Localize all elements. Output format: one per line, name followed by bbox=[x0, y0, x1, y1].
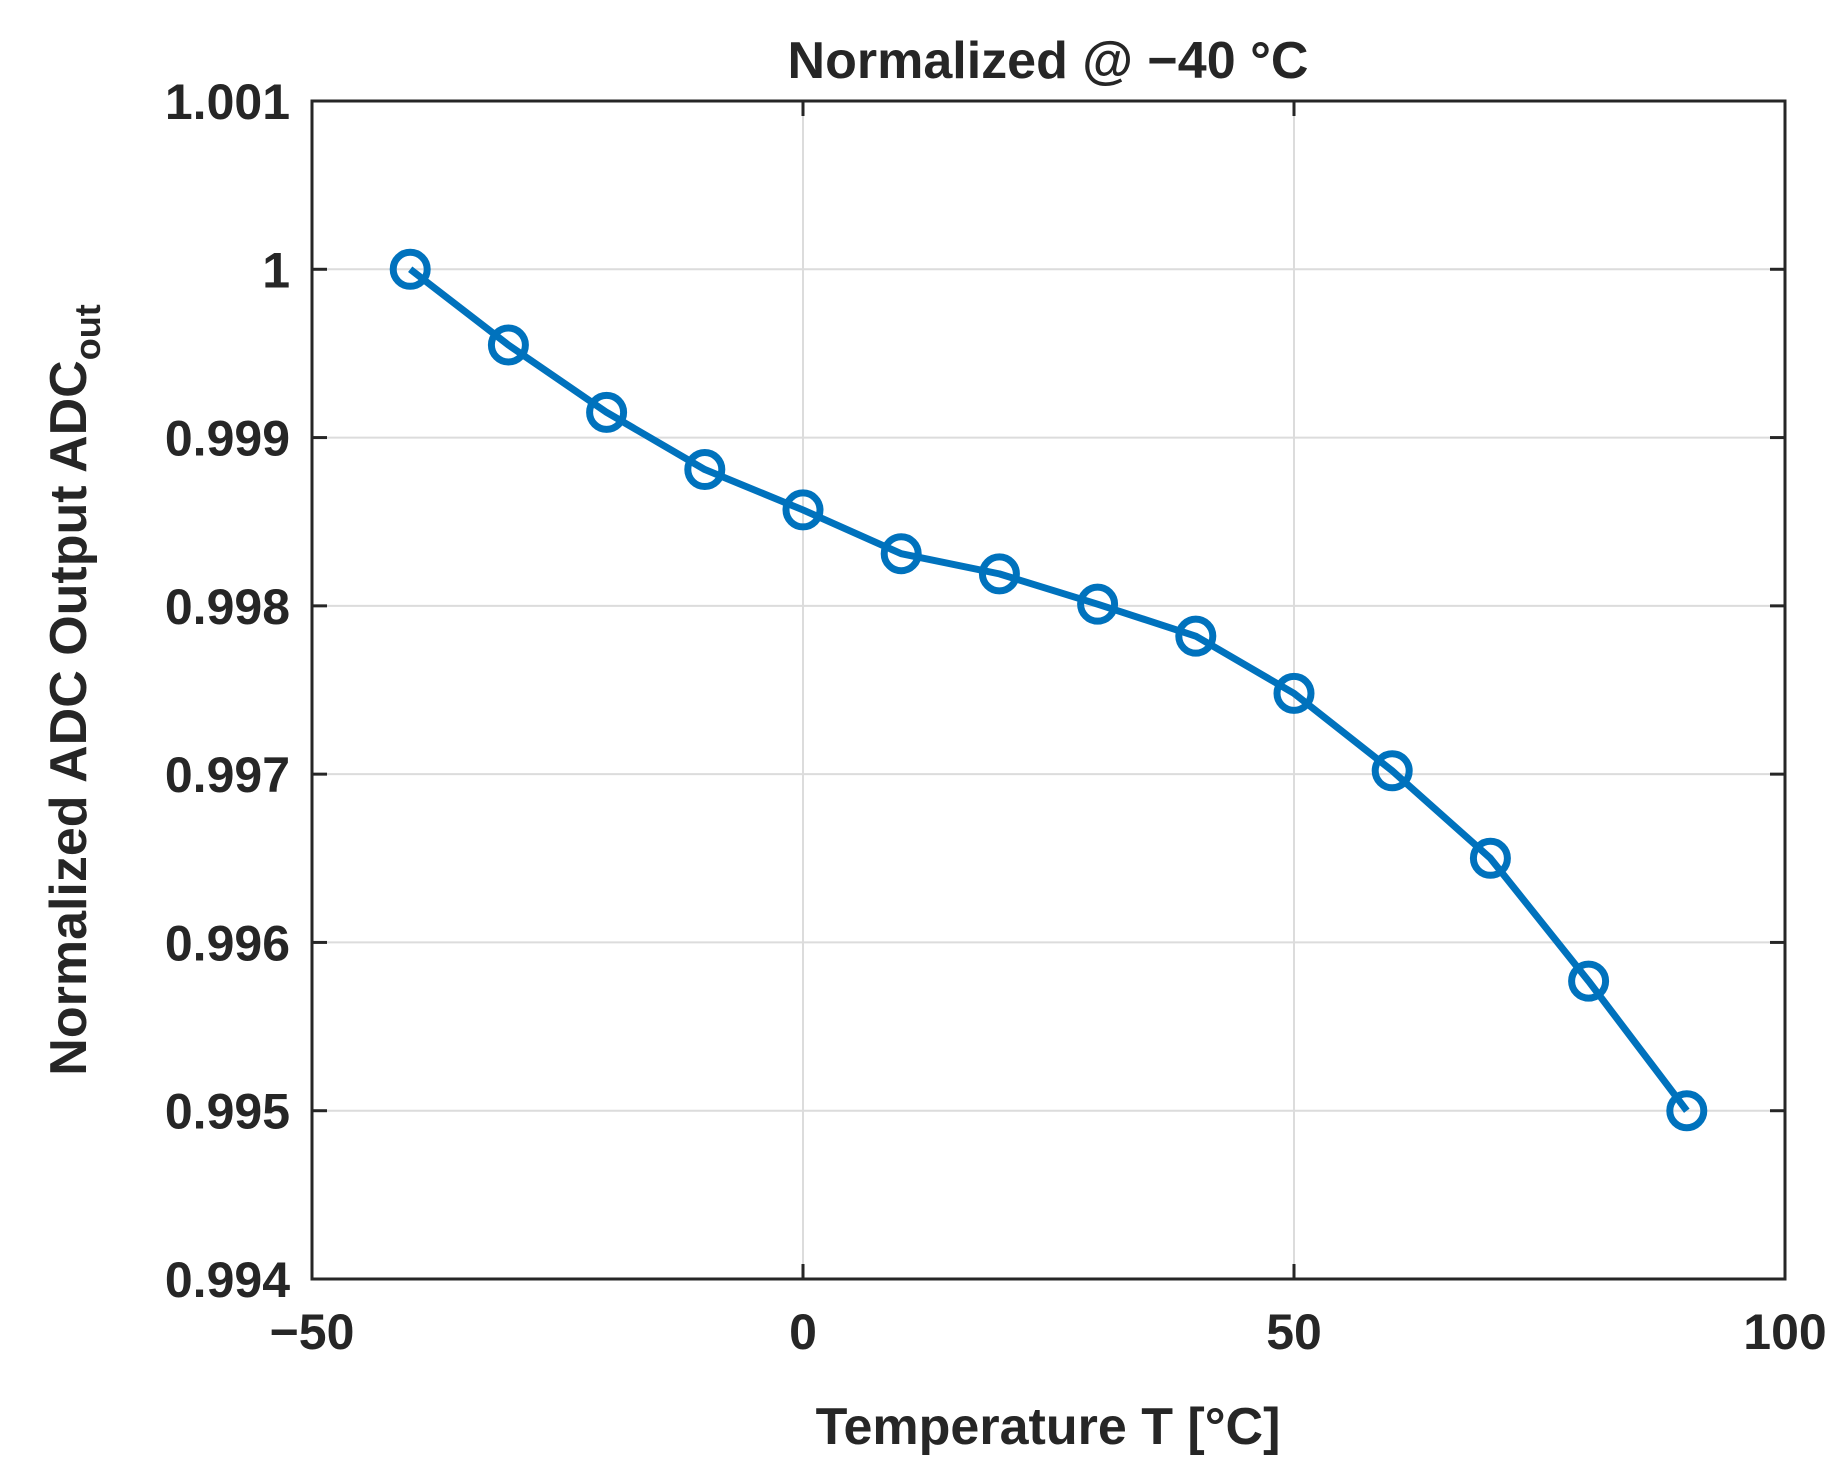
y-tick-label: 0.999 bbox=[165, 411, 290, 467]
y-tick-label: 1 bbox=[262, 242, 290, 298]
data-point-marker bbox=[1273, 672, 1315, 714]
y-tick-label: 0.997 bbox=[165, 747, 290, 803]
y-tick-label: 1.001 bbox=[165, 74, 290, 130]
data-point-marker bbox=[487, 324, 529, 366]
y-tick-label: 0.994 bbox=[165, 1252, 290, 1308]
data-point-marker bbox=[684, 449, 726, 491]
x-axis-label: Temperature T [°C] bbox=[816, 1398, 1281, 1456]
data-point-marker bbox=[1568, 960, 1610, 1002]
data-point-marker bbox=[586, 391, 628, 433]
x-tick-label: 100 bbox=[1743, 1304, 1826, 1360]
data-point-marker bbox=[978, 553, 1020, 595]
chart-title: Normalized @ −40 °C bbox=[788, 32, 1309, 90]
data-point-marker bbox=[1077, 583, 1119, 625]
series-adc-output bbox=[389, 248, 1708, 1132]
y-axis-label: Normalized ADC Output ADCout bbox=[40, 304, 108, 1075]
x-tick-labels: −50 0 50 100 bbox=[270, 1304, 1827, 1360]
data-point-marker bbox=[1371, 750, 1413, 792]
y-tick-label: 0.998 bbox=[165, 579, 290, 635]
data-point-marker bbox=[1175, 615, 1217, 657]
data-point-marker bbox=[389, 248, 431, 290]
y-axis-label-main: Normalized ADC Output ADC bbox=[40, 360, 98, 1075]
y-tick-labels: 0.994 0.995 0.996 0.997 0.998 0.999 1 1.001 bbox=[165, 74, 290, 1308]
x-tick-label: −50 bbox=[270, 1304, 355, 1360]
y-axis-label-subscript: out bbox=[67, 304, 108, 360]
x-tick-label: 50 bbox=[1266, 1304, 1322, 1360]
data-point-marker bbox=[1469, 837, 1511, 879]
y-tick-label: 0.995 bbox=[165, 1084, 290, 1140]
data-point-marker bbox=[1666, 1090, 1708, 1132]
data-point-marker bbox=[782, 489, 824, 531]
tick-marks bbox=[310, 99, 1787, 1281]
y-tick-label: 0.996 bbox=[165, 915, 290, 971]
plot-area-frame bbox=[310, 99, 1787, 1281]
data-point-marker bbox=[880, 533, 922, 575]
x-tick-label: 0 bbox=[789, 1304, 817, 1360]
